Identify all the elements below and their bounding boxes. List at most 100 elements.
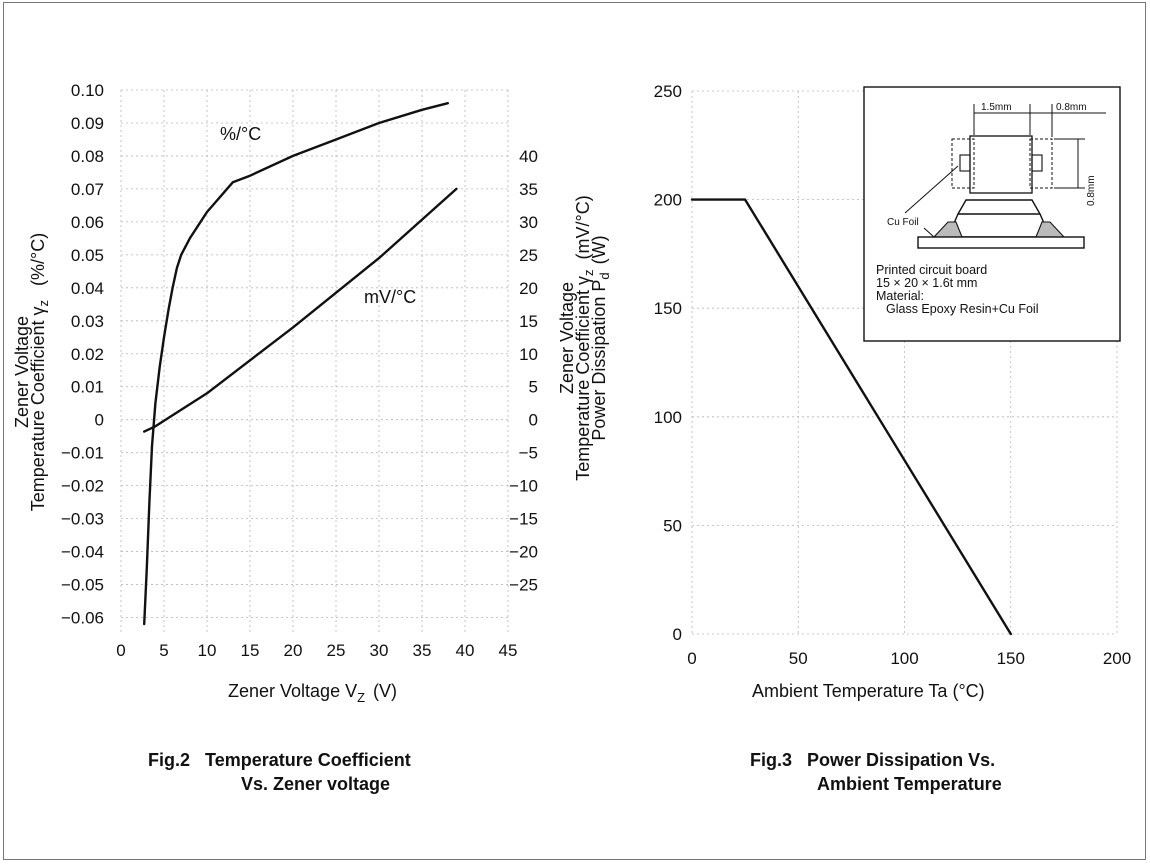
inset-text-line1: Printed circuit board (876, 263, 987, 277)
cu-foil-leader-top (904, 165, 959, 214)
fig3-y-tick-labels: 250 200 150 100 50 0 (654, 82, 682, 644)
fig2-y-axis-label-line2: Temperature Coefficient γz(%/°C) (28, 233, 51, 511)
fig3-gridlines (691, 90, 1118, 635)
dim-label-c: 0.8mm (1086, 175, 1097, 206)
fig2-caption-number: Fig.2 (148, 750, 191, 770)
dim-label-a: 1.5mm (981, 102, 1012, 113)
fig3-x-tick-label: 50 (789, 649, 808, 668)
fig3-caption-line2: Ambient Temperature (817, 774, 1002, 794)
fig2-y2-axis-label-line2: Temperature Coefficient γz(mV/°C) (573, 195, 596, 480)
fig3-x-tick-labels: 0 50 100 150 200 (687, 649, 1131, 668)
fig2-y2-tick-label: 25 (519, 246, 538, 265)
fig2-y2-tick-label: 30 (519, 213, 538, 232)
fig2-x-tick-label: 15 (241, 641, 260, 660)
fig3-caption-number: Fig.3 (750, 750, 793, 770)
fig3-y-tick-label: 200 (654, 191, 682, 210)
fig3-chart: 250 200 150 100 50 0 0 50 100 150 200 Ambient Tem… (589, 82, 1131, 701)
fig2-x-tick-label: 5 (159, 641, 168, 660)
fig2-y-tick-label: 0.05 (71, 246, 104, 265)
fig3-y-tick-label: 250 (654, 82, 682, 101)
fig3-x-tick-label: 0 (687, 649, 696, 668)
fig2-y-tick-label: 0.04 (71, 279, 104, 298)
fig2-series-label-percent: %/°C (220, 124, 261, 144)
fig2-series (143, 102, 458, 626)
lead-side-right (1035, 221, 1065, 238)
fig2-y2-tick-label: 15 (519, 312, 538, 331)
fig2-y-tick-label: 0.02 (71, 345, 104, 364)
fig2-series-line-percent (143, 102, 449, 626)
fig2-caption-line2: Vs. Zener voltage (241, 774, 391, 794)
fig2-y2-tick-label: 0 (529, 411, 538, 430)
fig2-x-tick-label: 0 (116, 641, 125, 660)
fig3-y-tick-label: 100 (654, 408, 682, 427)
fig2-y2-tick-label: 5 (529, 378, 538, 397)
fig2-x-tick-label: 10 (198, 641, 217, 660)
fig2-x-tick-label: 30 (370, 641, 389, 660)
fig2-y2-tick-label: 40 (519, 147, 538, 166)
fig2-x-tick-label: 25 (327, 641, 346, 660)
fig2-x-tick-label: 35 (413, 641, 432, 660)
lead-side-left (933, 221, 963, 238)
fig2-y2-tick-label: 10 (519, 345, 538, 364)
fig3-x-tick-label: 200 (1103, 649, 1131, 668)
fig2-x-axis-label: Zener Voltage VZ (V) (228, 681, 397, 705)
fig2-chart: 0.10 0.09 0.08 0.07 0.06 0.05 0.04 0.03 0.02 0.01… (12, 81, 596, 705)
fig2-y-tick-label: −0.05 (61, 576, 104, 595)
dim-label-b: 0.8mm (1056, 102, 1087, 113)
fig2-y-tick-label: 0 (95, 411, 104, 430)
figure-frame (3, 2, 1146, 860)
fig2-caption: Fig.2 Temperature Coefficient (148, 748, 411, 772)
fig3-x-tick-label: 100 (890, 649, 918, 668)
fig2-y2-tick-label: −15 (509, 510, 538, 529)
fig2-y-tick-label: −0.03 (61, 510, 104, 529)
fig2-x-tick-labels: 0 5 10 15 20 25 30 35 40 45 (116, 641, 517, 660)
fig2-y-tick-label: −0.01 (61, 444, 104, 463)
fig2-y-tick-label: −0.04 (61, 543, 104, 562)
fig2-right-tick-labels: 40 35 30 25 20 15 10 5 0 −5 −10 −15 −20 −25 (509, 147, 538, 595)
fig2-y2-tick-label: 20 (519, 279, 538, 298)
fig3-caption-line1: Power Dissipation Vs. (807, 750, 996, 770)
cu-foil-leader-side (923, 227, 935, 238)
fig2-caption-line1: Temperature Coefficient (205, 750, 411, 770)
component-top-side (957, 199, 1041, 215)
component-body-side (946, 213, 1052, 238)
fig2-gridlines (120, 89, 509, 634)
fig2-y-tick-label: −0.02 (61, 477, 104, 496)
fig2-series-label-mv: mV/°C (364, 287, 416, 307)
fig2-y2-tick-label: −25 (509, 576, 538, 595)
fig2-y-tick-label: −0.06 (61, 609, 104, 628)
inset-text-line4: Glass Epoxy Resin+Cu Foil (886, 302, 1039, 316)
inset-text-line2: 15 × 20 × 1.6t mm (876, 276, 977, 290)
lead-right (1031, 154, 1043, 172)
fig3-y-tick-label: 150 (654, 299, 682, 318)
fig2-y-tick-label: 0.07 (71, 180, 104, 199)
fig3-y-tick-label: 50 (663, 516, 682, 535)
cu-foil-label: Cu Foil (887, 217, 919, 228)
fig2-y-axis-label-line1: Zener Voltage (12, 316, 32, 428)
fig2-y2-tick-label: −20 (509, 543, 538, 562)
fig2-y-tick-label: 0.10 (71, 81, 104, 100)
fig3-y-tick-label: 0 (673, 625, 682, 644)
fig3-series-line (690, 198, 1012, 636)
foil-pad-right (1029, 138, 1053, 189)
lead-left (959, 154, 971, 172)
fig2-y2-tick-label: −10 (509, 477, 538, 496)
fig2-left-tick-labels: 0.10 0.09 0.08 0.07 0.06 0.05 0.04 0.03 0.02 0.01… (61, 81, 104, 628)
fig2-y-tick-label: 0.09 (71, 114, 104, 133)
fig2-y-tick-label: 0.01 (71, 378, 104, 397)
fig2-y2-tick-label: 35 (519, 180, 538, 199)
fig2-y2-axis-label-line1: Zener Voltage (557, 282, 577, 394)
pcb-inset-diagram: 1.5mm 0.8mm 0.8mm Cu Foil Printed circui… (863, 86, 1121, 342)
fig2-x-tick-label: 45 (499, 641, 518, 660)
fig3-y-axis-label: Power Dissipation Pd(W) (589, 235, 612, 440)
fig2-y-tick-label: 0.08 (71, 147, 104, 166)
fig3-x-tick-label: 150 (997, 649, 1025, 668)
fig2-x-tick-label: 20 (284, 641, 303, 660)
foil-pad-left (951, 138, 975, 189)
fig2-series-line-mv (143, 187, 458, 433)
fig3-x-axis-label: Ambient Temperature Ta (°C) (752, 681, 985, 701)
fig2-y2-tick-label: −5 (519, 444, 538, 463)
inset-text-line3: Material: (876, 289, 924, 303)
fig2-y-tick-label: 0.03 (71, 312, 104, 331)
